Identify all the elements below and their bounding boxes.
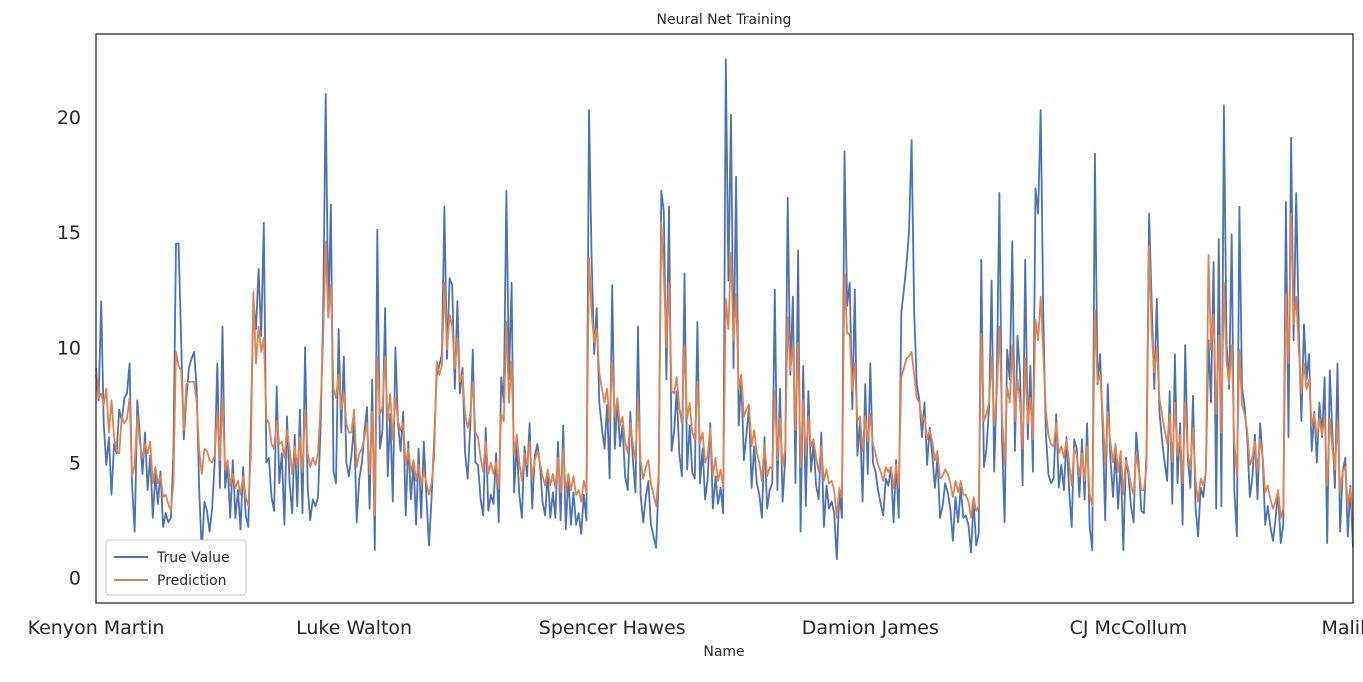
x-tick-label: Malik Beasley	[1321, 617, 1363, 639]
y-tick-label: 0	[69, 568, 81, 590]
x-tick-label: Kenyon Martin	[28, 617, 165, 639]
x-tick-label: CJ McCollum	[1070, 617, 1188, 639]
legend: True Value Prediction	[105, 539, 247, 596]
legend-label: Prediction	[157, 573, 227, 589]
legend-box	[105, 539, 247, 596]
plot-area	[95, 58, 1354, 561]
legend-label: True Value	[156, 550, 230, 566]
plot-frame	[95, 33, 1354, 604]
y-tick-label: 15	[57, 222, 81, 244]
y-tick-label: 5	[69, 452, 81, 474]
x-tick-label: Spencer Hawes	[539, 617, 686, 639]
series-line-prediction	[95, 212, 1354, 521]
y-tick-label: 20	[57, 107, 81, 129]
x-tick-label: Luke Walton	[296, 617, 412, 639]
x-tick-label: Damion James	[802, 617, 939, 639]
series-line-true-value	[95, 58, 1354, 561]
x-axis-label: Name	[703, 644, 744, 660]
y-axis: 0 5 10 15 20	[57, 107, 81, 590]
y-tick-label: 10	[57, 337, 81, 359]
x-axis: Kenyon Martin Luke Walton Spencer Hawes Dam…	[28, 617, 1363, 639]
chart-title: Neural Net Training	[657, 12, 792, 28]
